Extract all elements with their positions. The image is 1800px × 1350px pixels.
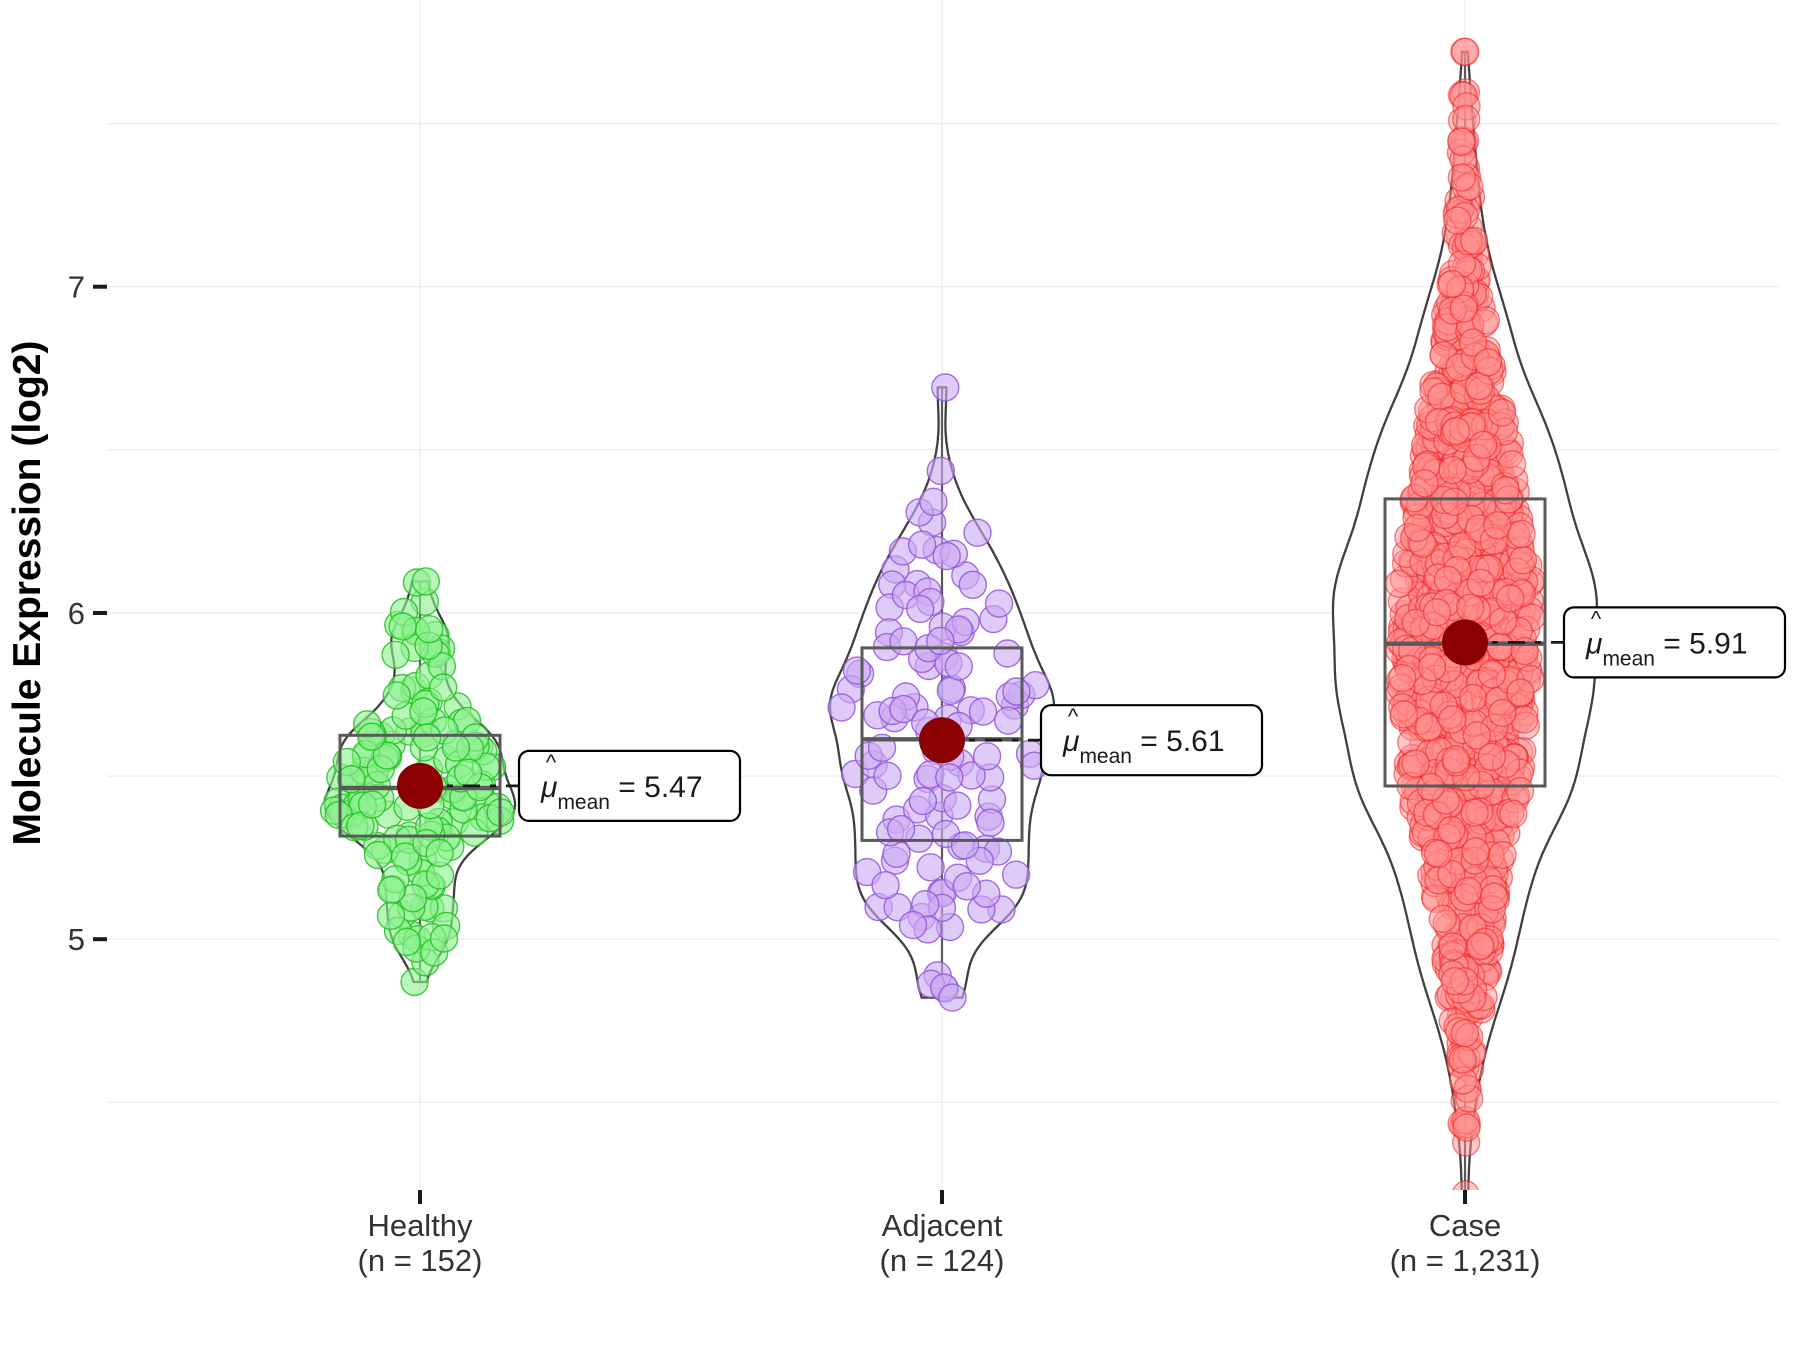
svg-text:Healthy: Healthy	[367, 1208, 473, 1243]
svg-text:Case: Case	[1429, 1208, 1501, 1243]
svg-text:Adjacent: Adjacent	[882, 1208, 1003, 1243]
svg-text:7: 7	[68, 270, 85, 305]
svg-text:Molecule Expression (log2): Molecule Expression (log2)	[6, 341, 49, 846]
svg-text:5: 5	[68, 922, 85, 957]
svg-text:^: ^	[1068, 704, 1079, 729]
svg-text:6: 6	[68, 596, 85, 631]
svg-text:(n = 152): (n = 152)	[358, 1243, 483, 1278]
svg-text:(n = 124): (n = 124)	[880, 1243, 1005, 1278]
svg-text:^: ^	[546, 750, 557, 775]
svg-text:(n = 1,231): (n = 1,231)	[1390, 1243, 1541, 1278]
svg-text:^: ^	[1591, 606, 1602, 631]
